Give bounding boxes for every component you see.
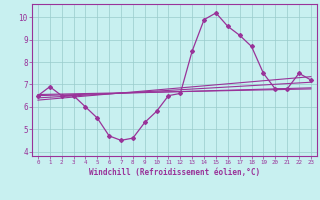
X-axis label: Windchill (Refroidissement éolien,°C): Windchill (Refroidissement éolien,°C) — [89, 168, 260, 177]
